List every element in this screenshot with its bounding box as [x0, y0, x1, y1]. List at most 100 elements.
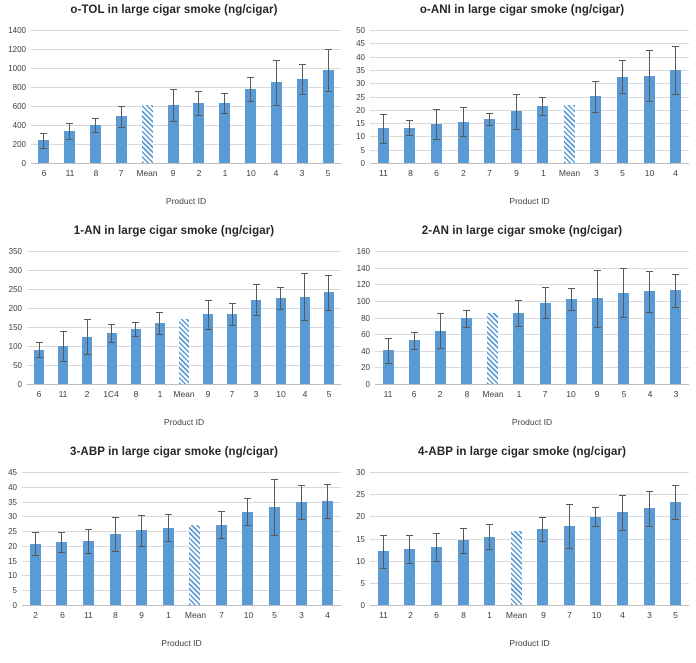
error-bar-cap-top	[156, 312, 163, 313]
error-bar	[173, 89, 174, 121]
x-tick-label: 3	[594, 168, 599, 178]
error-bar	[489, 524, 490, 549]
bar-product-7	[216, 525, 227, 605]
error-bar	[198, 91, 199, 115]
chart-title: 3-ABP in large cigar smoke (ng/cigar)	[70, 446, 278, 458]
bar-product-1	[537, 106, 548, 163]
error-bar-cap-top	[132, 322, 139, 323]
error-bar-cap-bottom	[380, 568, 387, 569]
error-bar-cap-top	[406, 535, 413, 536]
error-bar-cap-bottom	[85, 553, 92, 554]
x-tick-label: Mean	[505, 610, 528, 620]
bar-product-1	[484, 537, 495, 605]
y-tick-label: 600	[12, 102, 26, 111]
error-bar-cap-top	[325, 49, 332, 50]
error-bar-cap-bottom	[594, 327, 601, 328]
bar-product-9	[592, 298, 603, 384]
error-bar-cap-top	[247, 77, 254, 78]
bar-product-6	[409, 340, 420, 384]
y-tick-label: 25	[356, 490, 365, 499]
error-bar-cap-top	[463, 310, 470, 311]
error-bar	[466, 310, 467, 327]
error-bar-cap-top	[646, 271, 653, 272]
x-tick-label: 6	[411, 389, 417, 399]
error-bar-cap-top	[273, 60, 280, 61]
error-bar	[95, 118, 96, 132]
x-tick-label: 4	[647, 389, 653, 399]
x-tick-label: Mean	[558, 168, 581, 178]
gridline	[31, 68, 341, 69]
bar-product-4	[300, 297, 310, 384]
error-bar-cap-top	[32, 532, 39, 533]
mean-bar	[142, 105, 153, 163]
x-axis-line	[22, 605, 341, 606]
y-tick-label: 80	[361, 314, 370, 323]
error-bar-cap-bottom	[433, 561, 440, 562]
error-bar-cap-bottom	[112, 551, 119, 552]
y-tick-label: 1000	[8, 64, 26, 73]
gridline	[370, 30, 689, 31]
bar-product-2	[458, 122, 469, 163]
error-bar-cap-bottom	[385, 363, 392, 364]
y-tick-label: 15	[356, 119, 365, 128]
bar-product-9	[537, 529, 548, 605]
error-bar-cap-top	[433, 109, 440, 110]
y-tick-label: 35	[8, 498, 17, 507]
error-bar-cap-top	[460, 107, 467, 108]
chart-title: 2-AN in large cigar smoke (ng/cigar)	[421, 225, 623, 237]
error-bar	[328, 49, 329, 91]
error-bar	[436, 109, 437, 139]
error-bar	[274, 479, 275, 535]
gridline	[370, 516, 689, 517]
x-tick-label: 9	[514, 168, 519, 178]
error-bar-cap-bottom	[195, 115, 202, 116]
error-bar-cap-top	[60, 331, 67, 332]
mean-bar	[487, 313, 498, 384]
x-tick-label: 2	[196, 168, 202, 178]
chart-1-an: 1-AN in large cigar smoke (ng/cigar) 0 50 1…	[0, 221, 348, 442]
bar-product-1	[163, 528, 174, 605]
mean-bar	[564, 105, 575, 163]
error-bar-cap-bottom	[539, 115, 546, 116]
error-bar-cap-bottom	[646, 101, 653, 102]
x-tick-label: 9	[205, 389, 211, 399]
x-tick-label: 1	[166, 610, 171, 620]
y-tick-label: 30	[8, 512, 17, 521]
bar-product-6	[431, 547, 442, 605]
error-bar	[35, 532, 36, 555]
error-bar	[280, 287, 281, 309]
x-tick-label: 11	[379, 168, 388, 178]
bar-product-3	[644, 508, 655, 605]
error-bar-cap-top	[672, 274, 679, 275]
error-bar	[623, 268, 624, 317]
error-bar-cap-top	[138, 515, 145, 516]
gridline	[27, 251, 341, 252]
y-tick-label: 5	[360, 579, 365, 588]
y-tick-label: 40	[356, 53, 365, 62]
bar-product-4	[617, 512, 628, 605]
bar-product-8	[461, 318, 472, 384]
error-bar	[232, 303, 233, 325]
error-bar-cap-bottom	[539, 541, 546, 542]
x-tick-label: 11	[58, 389, 68, 399]
x-tick-label: 1	[157, 389, 163, 399]
chart-title: o-ANI in large cigar smoke (ng/cigar)	[419, 4, 625, 16]
error-bar-cap-top	[277, 287, 284, 288]
y-tick-label: 300	[8, 266, 22, 275]
x-tick-label: 8	[113, 610, 118, 620]
x-tick-label: 5	[621, 389, 627, 399]
y-tick-label: 20	[361, 363, 370, 372]
bar-product-10	[590, 517, 601, 605]
x-tick-label: 5	[673, 610, 678, 620]
gridline	[375, 301, 689, 302]
error-bar-cap-bottom	[592, 526, 599, 527]
chart-title: 1-AN in large cigar smoke (ng/cigar)	[73, 225, 275, 237]
x-axis-title: Product ID	[165, 196, 207, 206]
gridline	[375, 367, 689, 368]
error-bar-cap-top	[218, 511, 225, 512]
error-bar-cap-top	[298, 485, 305, 486]
x-tick-label: 11	[65, 168, 75, 178]
bar-product-4	[322, 501, 333, 605]
error-bar-cap-top	[486, 113, 493, 114]
error-bar-cap-bottom	[132, 336, 139, 337]
